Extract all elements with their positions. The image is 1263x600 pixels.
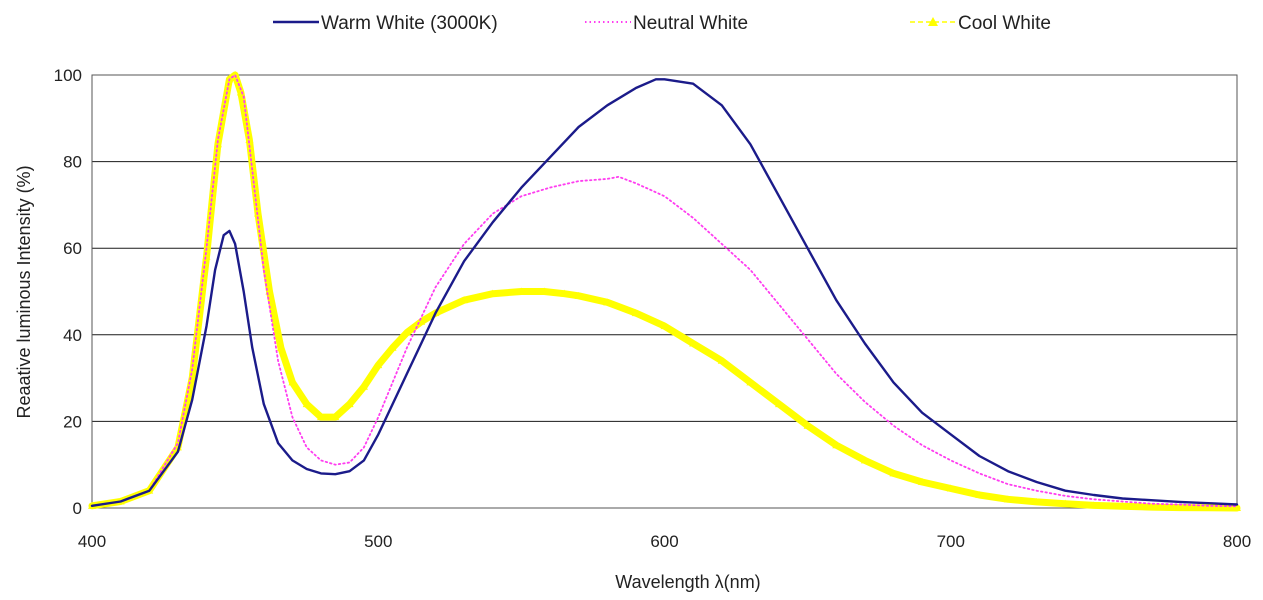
data-point-marker <box>302 400 311 408</box>
data-point-marker <box>717 356 726 364</box>
data-point-marker <box>689 339 698 347</box>
y-axis-ticks: 0 20 40 60 80 100 <box>54 66 82 518</box>
data-point-marker <box>746 378 755 386</box>
y-tick-label: 0 <box>73 499 82 518</box>
data-point-marker <box>374 361 383 369</box>
data-point-marker <box>213 140 222 148</box>
data-point-marker <box>288 378 297 386</box>
data-point-marker <box>1004 495 1012 503</box>
data-point-marker <box>359 382 368 390</box>
series-line-warm-white-3000k <box>90 78 1239 507</box>
data-point-marker <box>889 469 898 477</box>
data-point-marker <box>603 298 612 306</box>
data-point-marker <box>860 456 869 464</box>
series-line-neutral-white <box>91 74 1238 508</box>
data-point-marker <box>946 484 955 492</box>
data-point-marker <box>460 296 469 304</box>
plot-area-frame <box>91 74 1238 509</box>
y-tick-label: 60 <box>63 239 82 258</box>
series-line-cool-white <box>88 71 1241 512</box>
x-axis-title: Wavelength λ(nm) <box>615 572 760 592</box>
data-point-marker <box>517 287 526 295</box>
x-tick-label: 400 <box>78 532 106 551</box>
x-tick-label: 600 <box>650 532 678 551</box>
data-point-marker <box>1175 503 1184 511</box>
data-point-marker <box>276 343 285 351</box>
data-point-marker <box>775 400 783 408</box>
data-point-marker <box>1204 503 1213 511</box>
data-point-marker <box>560 289 569 297</box>
data-point-marker <box>345 400 354 408</box>
legend-label: Warm White (3000K) <box>321 13 498 34</box>
legend-label: Neutral White <box>633 13 748 34</box>
data-point-marker <box>331 413 340 421</box>
data-point-marker <box>245 135 254 143</box>
cool-white-markers <box>88 71 1241 511</box>
data-point-marker <box>631 309 640 317</box>
legend: Warm White (3000K) Neutral White Cool Whit… <box>273 13 1051 34</box>
data-point-marker <box>317 413 325 421</box>
data-point-marker <box>918 478 927 486</box>
data-point-marker <box>488 289 497 297</box>
data-point-marker <box>660 322 669 330</box>
data-point-marker <box>1147 503 1156 511</box>
legend-marker-triangle <box>928 17 938 26</box>
y-tick-label: 100 <box>54 66 82 85</box>
x-tick-label: 800 <box>1223 532 1251 551</box>
data-point-marker <box>540 287 549 295</box>
x-tick-label: 700 <box>937 532 965 551</box>
x-tick-label: 500 <box>364 532 392 551</box>
data-point-marker <box>1089 501 1098 509</box>
y-axis-title: Reaative luminous Intensity (%) <box>14 165 34 418</box>
data-point-marker <box>1118 502 1127 510</box>
y-tick-label: 20 <box>63 412 82 431</box>
data-point-marker <box>1233 504 1241 511</box>
y-tick-label: 40 <box>63 326 82 345</box>
data-point-marker <box>402 328 411 336</box>
legend-label: Cool White <box>958 13 1051 34</box>
series-layer <box>88 71 1241 512</box>
data-point-marker <box>803 421 812 429</box>
data-point-marker <box>832 441 841 449</box>
data-point-marker <box>574 291 583 299</box>
y-tick-label: 80 <box>63 153 82 172</box>
x-axis-ticks: 400 500 600 700 800 <box>78 532 1251 551</box>
data-point-marker <box>1061 499 1070 507</box>
data-point-marker <box>388 343 397 351</box>
data-point-marker <box>1032 497 1041 505</box>
gridlines <box>92 74 1237 509</box>
data-point-marker <box>975 491 984 499</box>
